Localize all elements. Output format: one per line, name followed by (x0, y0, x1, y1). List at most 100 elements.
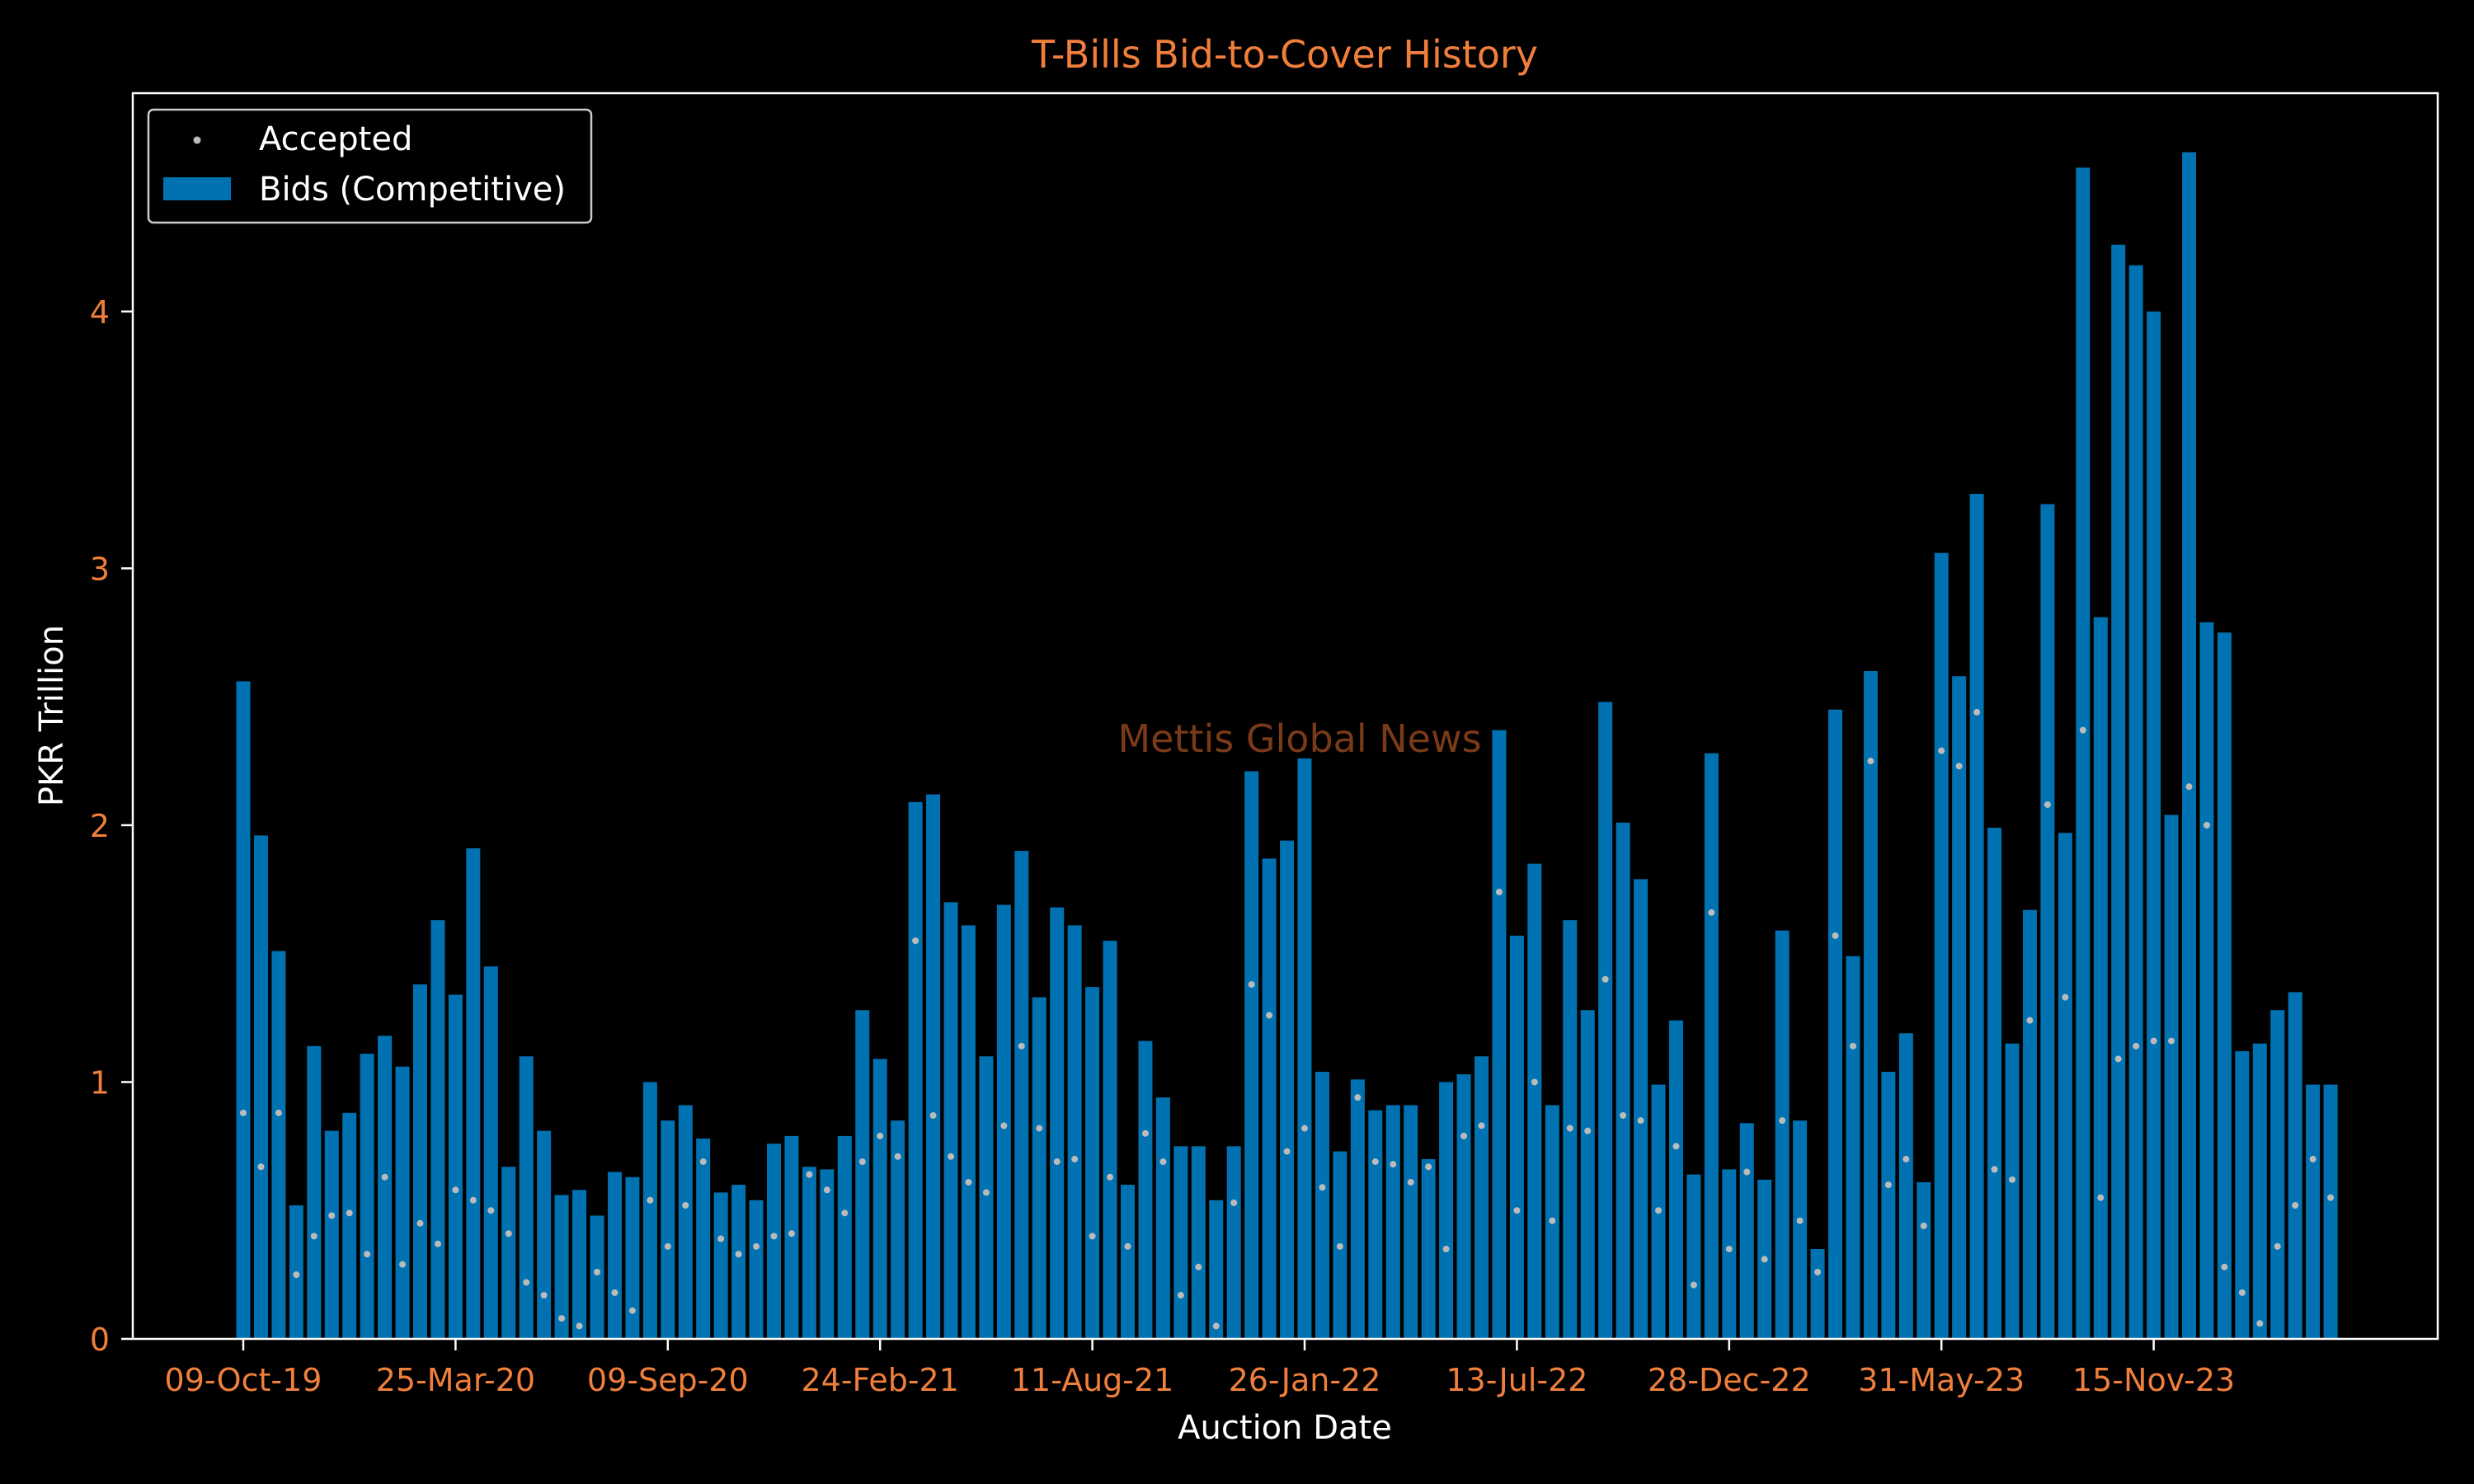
bar-bids (1668, 1020, 1683, 1339)
point-accepted (1779, 1117, 1786, 1125)
bar-bids (625, 1176, 640, 1339)
bar-bids (802, 1167, 816, 1339)
point-accepted (2203, 821, 2210, 829)
bar-bids (2217, 632, 2232, 1339)
bar-bids (1280, 840, 1295, 1339)
point-accepted (877, 1132, 884, 1139)
point-accepted (523, 1279, 530, 1286)
bar-bids (2306, 1084, 2321, 1339)
bar-bids (1032, 997, 1047, 1339)
bar-bids (2005, 1043, 2020, 1339)
bar-bids (1881, 1071, 1896, 1339)
point-accepted (1566, 1125, 1573, 1132)
point-accepted (1371, 1158, 1379, 1166)
point-accepted (1107, 1173, 1114, 1181)
bar-bids (2252, 1043, 2267, 1339)
bar-bids (1704, 753, 1719, 1339)
bar-bids (2128, 265, 2143, 1339)
bar-bids (943, 902, 958, 1339)
point-accepted (1319, 1184, 1326, 1191)
bar-bids (466, 848, 481, 1339)
point-accepted (1637, 1117, 1644, 1125)
y-tick-label: 1 (90, 1064, 110, 1101)
bars-group (236, 152, 2338, 1340)
bar-bids (2323, 1084, 2338, 1339)
bar-bids (1917, 1181, 1931, 1339)
point-accepted (823, 1186, 830, 1194)
bar-bids (1775, 930, 1790, 1339)
point-accepted (1248, 981, 1255, 989)
point-accepted (1973, 708, 1981, 716)
chart-title: T-Bills Bid-to-Cover History (1031, 32, 1538, 77)
y-axis: 0 1 2 3 4 (90, 294, 133, 1358)
point-accepted (717, 1235, 725, 1242)
bar-bids (1262, 858, 1277, 1339)
point-accepted (1849, 1042, 1856, 1050)
bar-bids (1350, 1079, 1365, 1339)
point-accepted (328, 1212, 336, 1219)
bar-bids (1828, 709, 1842, 1339)
y-axis-label: PKR Trillion (33, 625, 71, 806)
bar-bids (661, 1120, 675, 1339)
point-accepted (2026, 1017, 2034, 1024)
x-tick-label: 13-Jul-22 (1446, 1362, 1587, 1398)
point-accepted (1212, 1322, 1220, 1330)
bar-bids (430, 920, 445, 1339)
accepted-points-group (240, 708, 2335, 1330)
bar-bids (908, 801, 923, 1339)
point-accepted (364, 1251, 371, 1258)
point-accepted (381, 1173, 388, 1181)
point-accepted (469, 1196, 477, 1204)
bar-bids (1686, 1174, 1701, 1339)
legend-box (147, 108, 593, 224)
bar-bids (590, 1215, 604, 1339)
point-accepted (735, 1251, 742, 1258)
bar-bids (253, 835, 268, 1339)
bar-bids (2022, 909, 2037, 1339)
point-accepted (1036, 1125, 1043, 1132)
bar-bids (855, 1010, 870, 1339)
legend-accepted-marker (193, 136, 201, 144)
point-accepted (699, 1158, 707, 1166)
point-accepted (1549, 1217, 1556, 1224)
point-accepted (310, 1233, 317, 1240)
point-accepted (434, 1240, 441, 1247)
point-accepted (1478, 1122, 1485, 1129)
point-accepted (965, 1178, 972, 1186)
legend-bids-swatch (163, 177, 231, 200)
bar-bids (2288, 992, 2302, 1339)
bar-bids (1315, 1071, 1329, 1339)
point-accepted (1266, 1012, 1273, 1019)
point-accepted (2309, 1155, 2316, 1162)
x-tick-label: 24-Feb-21 (801, 1362, 958, 1398)
bar-bids (961, 925, 976, 1339)
point-accepted (1089, 1233, 1096, 1240)
bar-bids (1244, 771, 1259, 1339)
bar-bids (236, 681, 251, 1339)
bar-bids (926, 794, 941, 1339)
point-accepted (2168, 1037, 2175, 1045)
point-accepted (2327, 1194, 2335, 1201)
point-accepted (2097, 1194, 2105, 1201)
point-accepted (2221, 1263, 2228, 1270)
bar-bids (1085, 987, 1100, 1339)
point-accepted (2079, 726, 2086, 734)
point-accepted (1991, 1166, 1998, 1173)
bar-bids (2111, 244, 2126, 1339)
point-accepted (948, 1153, 954, 1160)
bar-bids (342, 1112, 357, 1339)
x-axis: 09-Oct-19 25-Mar-20 09-Sep-20 24-Feb-21 11-A… (165, 1339, 2235, 1398)
bar-bids (1863, 670, 1878, 1339)
bar-bids (2040, 504, 2055, 1339)
point-accepted (2256, 1320, 2264, 1327)
bar-bids (1739, 1123, 1754, 1339)
point-accepted (1620, 1111, 1627, 1119)
bar-bids (395, 1066, 410, 1339)
point-accepted (1354, 1094, 1362, 1101)
bar-bids (360, 1054, 374, 1339)
bar-bids (696, 1138, 711, 1339)
point-accepted (1425, 1163, 1432, 1171)
point-accepted (1743, 1168, 1751, 1176)
point-accepted (1195, 1263, 1202, 1270)
bar-bids (501, 1167, 516, 1339)
